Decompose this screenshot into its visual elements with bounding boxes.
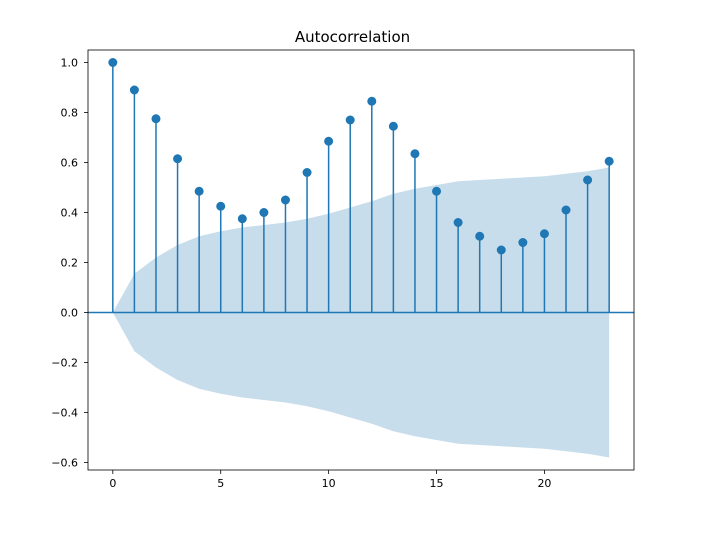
stem-marker [325,137,333,145]
ytick-label: 1.0 [61,56,79,69]
xtick-label: 15 [430,477,444,490]
stem-marker [519,239,527,247]
stem-marker [130,86,138,94]
stem-marker [605,157,613,165]
ytick-label: 0.8 [61,106,79,119]
stem-marker [174,155,182,163]
plot-area [88,50,634,470]
ytick-label: −0.6 [51,456,78,469]
chart-title: Autocorrelation [0,28,705,46]
stem-marker [195,187,203,195]
stem-marker [260,209,268,217]
stem-marker [562,206,570,214]
stem-marker [433,187,441,195]
xtick-label: 20 [537,477,551,490]
stem-marker [540,230,548,238]
xtick-label: 10 [322,477,336,490]
stem-marker [584,176,592,184]
figure: Autocorrelation 0 5 10 15 20 −0.6 −0.4 −0.2 0.0 0… [0,0,705,543]
stem-marker [217,202,225,210]
stem-marker [238,215,246,223]
stem-marker [346,116,354,124]
stem-marker [476,232,484,240]
xtick-label: 5 [217,477,224,490]
ytick-label: −0.2 [51,356,78,369]
stem-marker [281,196,289,204]
stem-marker [389,122,397,130]
ytick-label: 0.2 [61,256,79,269]
stem-marker [303,169,311,177]
stem-marker [497,246,505,254]
plot-svg [88,50,634,470]
stem-marker [411,150,419,158]
ytick-label: −0.4 [51,406,78,419]
xtick-label: 0 [109,477,116,490]
stem-marker [109,59,117,67]
ytick-label: 0.6 [61,156,79,169]
stem-marker [368,97,376,105]
stem-marker [454,219,462,227]
stem-marker [152,115,160,123]
ytick-label: 0.0 [61,306,79,319]
ytick-label: 0.4 [61,206,79,219]
